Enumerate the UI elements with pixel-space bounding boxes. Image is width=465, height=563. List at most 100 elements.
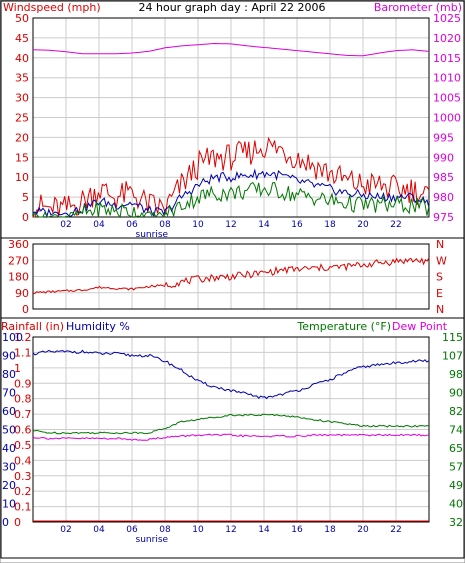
humidity-tick-label: 20 xyxy=(2,479,16,492)
windspeed-tick-label: 45 xyxy=(15,32,29,45)
direction-compass-tick: N xyxy=(436,303,444,316)
x-tick-label: 18 xyxy=(324,525,336,535)
x-tick-label: 14 xyxy=(258,220,270,230)
rainfall-tick-label: 0 xyxy=(14,516,21,529)
direction-compass-tick: N xyxy=(436,238,444,251)
humidity-tick-label: 10 xyxy=(2,498,16,511)
rainfall-tick-label: 0.8 xyxy=(14,393,32,406)
temperature-tick-label: 57 xyxy=(449,461,463,474)
x-tick-label: 14 xyxy=(258,525,270,535)
barometer-tick-label: 975 xyxy=(433,211,454,224)
barometer-tick-label: 1025 xyxy=(433,12,461,25)
direction-degree-tick: 180 xyxy=(8,271,29,284)
temperature-tick-label: 32 xyxy=(449,516,463,529)
temperature-tick-label: 107 xyxy=(442,350,463,363)
windspeed-tick-label: 25 xyxy=(15,112,29,125)
dew-point-series xyxy=(32,433,430,441)
humidity-axis-label: Humidity % xyxy=(66,320,130,333)
x-tick-label: 08 xyxy=(159,525,171,535)
windspeed-tick-label: 5 xyxy=(22,191,29,204)
plot-area-border xyxy=(32,17,430,218)
humidity-tick-label: 80 xyxy=(2,368,16,381)
humidity-tick-label: 100 xyxy=(2,331,23,344)
barometer-tick-label: 990 xyxy=(433,151,454,164)
direction-degree-tick: 360 xyxy=(8,238,29,251)
x-tick-label: 22 xyxy=(390,525,401,535)
rainfall-tick-label: 0.4 xyxy=(14,454,32,467)
direction-degree-tick: 0 xyxy=(22,303,29,316)
plot-area-border xyxy=(32,336,430,523)
windspeed-tick-label: 15 xyxy=(15,151,29,164)
temperature-tick-label: 90 xyxy=(449,387,463,400)
windspeed-tick-label: 50 xyxy=(15,12,29,25)
rainfall-tick-label: 1 xyxy=(14,362,21,375)
humidity-series xyxy=(32,349,430,400)
temperature-tick-label: 40 xyxy=(449,498,463,511)
barometer-tick-label: 1000 xyxy=(433,112,461,125)
x-tick-label: 06 xyxy=(126,220,138,230)
humidity-tick-label: 90 xyxy=(2,350,16,363)
temperature-tick-label: 115 xyxy=(442,331,463,344)
rainfall-axis-label: Rainfall (in) xyxy=(1,320,64,333)
direction-compass-tick: W xyxy=(436,254,447,267)
windspeed-tick-label: 10 xyxy=(15,171,29,184)
windspeed-tick-label: 30 xyxy=(15,92,29,105)
barometer-tick-label: 1005 xyxy=(433,92,461,105)
rainfall-tick-label: 1.1 xyxy=(14,346,32,359)
windspeed-tick-label: 40 xyxy=(15,52,29,65)
barometer-tick-label: 1020 xyxy=(433,32,461,45)
x-tick-label: 02 xyxy=(60,220,71,230)
sunrise-label: sunrise xyxy=(136,230,169,240)
x-tick-label: 06 xyxy=(126,525,138,535)
windspeed-tick-label: 20 xyxy=(15,131,29,144)
windspeed-tick-label: 35 xyxy=(15,72,29,85)
x-tick-label: 22 xyxy=(390,220,401,230)
barometer-tick-label: 1010 xyxy=(433,72,461,85)
x-tick-label: 02 xyxy=(60,525,71,535)
chart-title: 24 hour graph day : April 22 2006 xyxy=(139,1,326,14)
barometer-tick-label: 1015 xyxy=(433,52,461,65)
direction-degree-tick: 90 xyxy=(15,287,29,300)
temperature-tick-label: 65 xyxy=(449,442,463,455)
barometer-tick-label: 980 xyxy=(433,191,454,204)
rainfall-tick-label: 0.2 xyxy=(14,485,32,498)
humidity-tick-label: 30 xyxy=(2,461,16,474)
sunrise-label: sunrise xyxy=(136,535,169,545)
wind-barometer-plot: 0510152025303540455097598098599099510001… xyxy=(15,12,461,240)
direction-degree-tick: 270 xyxy=(8,254,29,267)
humidity-tick-label: 50 xyxy=(2,424,16,437)
rainfall-tick-label: 0.6 xyxy=(14,424,32,437)
panel-3-frame xyxy=(0,317,465,559)
x-tick-label: 12 xyxy=(225,525,236,535)
barometer-axis-label: Barometer (mb) xyxy=(374,1,462,14)
direction-compass-tick: E xyxy=(436,287,443,300)
rainfall-tick-label: 0.5 xyxy=(14,439,32,452)
direction-compass-tick: S xyxy=(436,271,443,284)
minimum-wind-series xyxy=(32,181,430,219)
barometer-tick-label: 995 xyxy=(433,131,454,144)
average-wind-series xyxy=(32,168,430,218)
x-tick-label: 10 xyxy=(192,220,204,230)
humidity-tick-label: 40 xyxy=(2,442,16,455)
rainfall-tick-label: 0.1 xyxy=(14,501,32,514)
x-tick-label: 12 xyxy=(225,220,236,230)
rainfall-tick-label: 0.7 xyxy=(14,408,32,421)
temperature-tick-label: 82 xyxy=(449,405,463,418)
x-tick-label: 20 xyxy=(357,525,369,535)
humidity-tick-label: 60 xyxy=(2,405,16,418)
x-tick-label: 04 xyxy=(93,525,105,535)
humidity-tick-label: 0 xyxy=(2,516,9,529)
humidity-tick-label: 70 xyxy=(2,387,16,400)
rainfall-tick-label: 0.9 xyxy=(14,377,32,390)
gust-wind-series xyxy=(33,136,430,218)
rainfall-tick-label: 0.3 xyxy=(14,470,32,483)
wind-direction-series xyxy=(32,257,430,295)
temperature-series xyxy=(32,413,430,435)
barometer-tick-label: 985 xyxy=(433,171,454,184)
x-tick-label: 20 xyxy=(357,220,369,230)
x-tick-label: 04 xyxy=(93,220,105,230)
temperature-tick-label: 74 xyxy=(449,424,463,437)
